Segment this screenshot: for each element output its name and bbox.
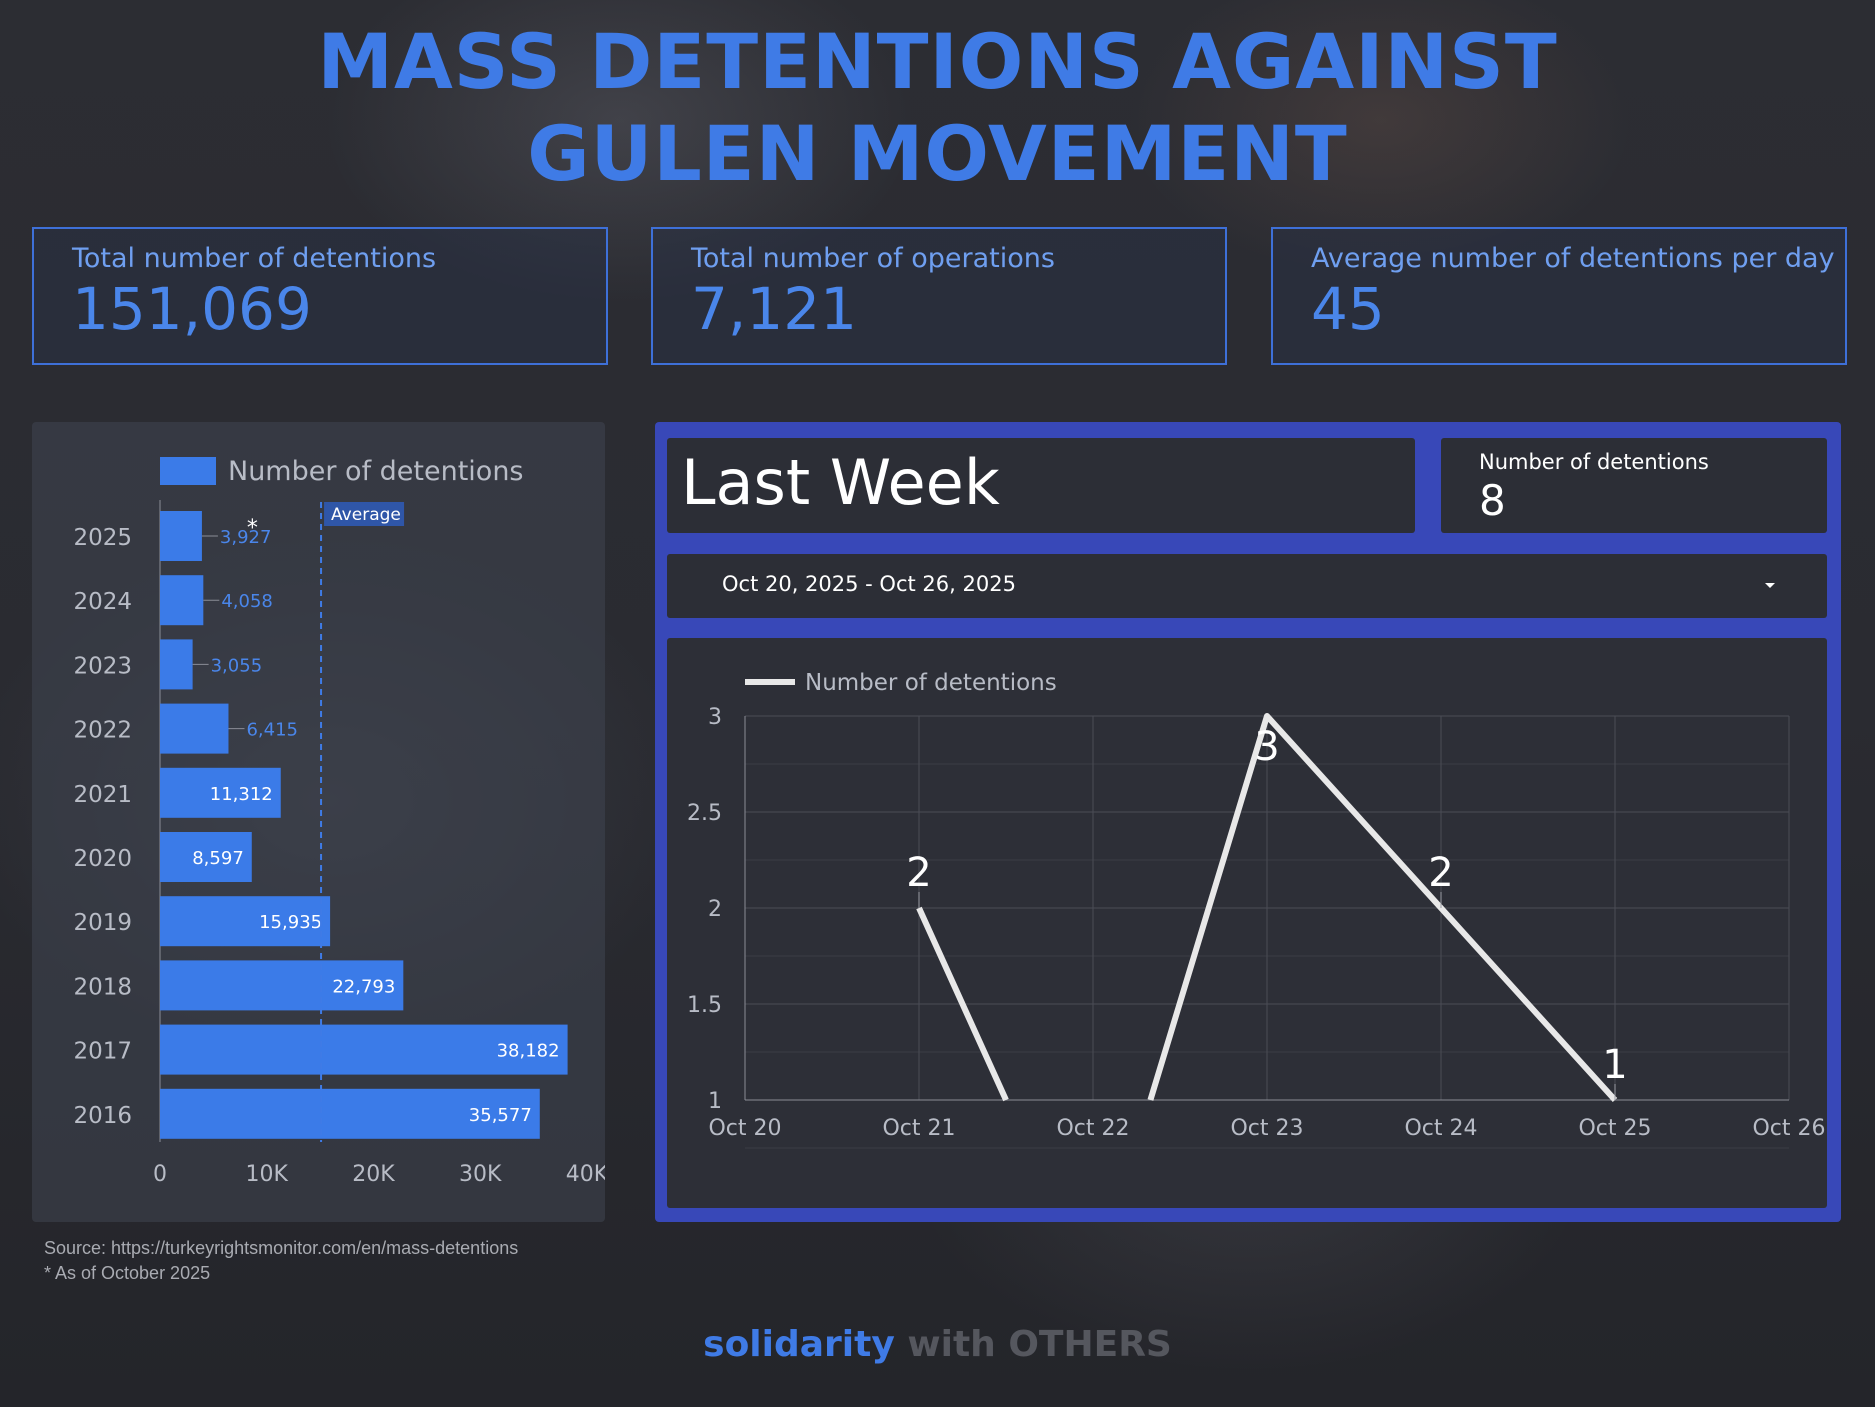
x-tick-label: Oct 20 xyxy=(708,1116,781,1141)
bar-value-label: 3,055 xyxy=(211,655,263,676)
x-tick-label: Oct 21 xyxy=(882,1116,955,1141)
x-tick-label: Oct 23 xyxy=(1230,1116,1303,1141)
yearly-detentions-chart-panel: Number of detentions 2025 3,927 * 2024 4,058 2… xyxy=(32,422,605,1222)
bar-2018 xyxy=(160,960,404,1011)
weekly-detentions-value: 8 xyxy=(1479,476,1506,525)
year-tick-label: 2021 xyxy=(73,782,132,808)
kpi-card-average-per-day: Average number of detentions per day 45 xyxy=(1271,227,1847,365)
y-tick-label: 1.5 xyxy=(687,993,722,1018)
year-tick-label: 2016 xyxy=(73,1103,132,1129)
x-tick-label: Oct 26 xyxy=(1752,1116,1825,1141)
yearly-detentions-bar-chart: Number of detentions 2025 3,927* 2024 4,058 2… xyxy=(73,456,605,1187)
last-week-panel: Last Week Number of detentions 8 Oct 20,… xyxy=(655,422,1841,1222)
average-label: Average xyxy=(331,505,401,525)
bar-2024 xyxy=(160,575,204,626)
x-tick-label: 30K xyxy=(459,1162,502,1187)
year-tick-label: 2018 xyxy=(73,974,132,1000)
bar-value-label: 8,597 xyxy=(192,848,244,869)
year-tick-label: 2024 xyxy=(73,589,132,615)
footer-brand-with-others: with OTHERS xyxy=(907,1324,1172,1365)
kpi-label: Average number of detentions per day xyxy=(1311,243,1835,274)
bar-value-label: 22,793 xyxy=(332,976,395,997)
bar-2021 xyxy=(160,767,281,818)
x-tick-label: 10K xyxy=(246,1162,289,1187)
year-tick-label: 2020 xyxy=(73,846,132,872)
kpi-card-total-operations: Total number of operations 7,121 xyxy=(651,227,1227,365)
bar-2022 xyxy=(160,703,229,754)
asterisk-mark: * xyxy=(247,516,258,541)
legend-label: Number of detentions xyxy=(228,456,524,487)
data-label: 2 xyxy=(1428,850,1453,896)
year-tick-label: 2022 xyxy=(73,718,132,744)
kpi-label: Total number of operations xyxy=(691,243,1055,274)
y-tick-label: 2 xyxy=(708,897,722,922)
year-tick-label: 2019 xyxy=(73,910,132,936)
y-tick-label: 1 xyxy=(708,1089,722,1114)
weekly-detentions-label: Number of detentions xyxy=(1479,450,1709,474)
bar-value-label: 3,927 xyxy=(220,527,272,548)
y-tick-label: 3 xyxy=(708,705,722,730)
kpi-value: 7,121 xyxy=(691,275,858,343)
last-week-header: Last Week xyxy=(667,438,1415,533)
page-title-line-2: GULEN MOVEMENT xyxy=(527,109,1348,198)
bar-2025 xyxy=(160,511,202,561)
kpi-value: 151,069 xyxy=(72,275,312,343)
x-tick-label: Oct 22 xyxy=(1056,1116,1129,1141)
legend-swatch xyxy=(160,457,216,485)
series-line-segment-2 xyxy=(1147,713,1618,1103)
bar-value-label: 35,577 xyxy=(469,1105,532,1126)
kpi-value: 45 xyxy=(1311,275,1385,343)
bar-2020 xyxy=(160,832,252,882)
kpi-label: Total number of detentions xyxy=(72,243,437,274)
page-title: MASS DETENTIONS AGAINST GULEN MOVEMENT xyxy=(0,16,1875,200)
x-tick-label: 20K xyxy=(352,1162,395,1187)
weekly-detentions-line-chart: Number of detentions 1 1.5 2 2.5 3 Oct 20 Oct 2… xyxy=(687,670,1826,1149)
bar-2017 xyxy=(160,1024,568,1075)
data-label: 3 xyxy=(1254,724,1279,770)
series-line-segment-1 xyxy=(916,906,1009,1102)
x-tick-label: 40K xyxy=(566,1162,605,1187)
bar-2016 xyxy=(160,1088,540,1139)
source-note: Source: https://turkeyrightsmonitor.com/… xyxy=(44,1238,519,1258)
average-label-box xyxy=(324,502,405,526)
page-title-line-1: MASS DETENTIONS AGAINST xyxy=(317,17,1558,106)
as-of-note: * As of October 2025 xyxy=(44,1263,211,1283)
date-range-dropdown[interactable]: Oct 20, 2025 - Oct 26, 2025 xyxy=(667,554,1827,618)
footer-brand-solidarity: solidarity xyxy=(703,1324,895,1365)
date-range-value: Oct 20, 2025 - Oct 26, 2025 xyxy=(722,572,1016,596)
x-tick-label: Oct 24 xyxy=(1404,1116,1477,1141)
weekly-line-chart-panel: Number of detentions 1 1.5 2 2.5 3 Oct 20 Oct 2… xyxy=(667,638,1827,1208)
bar-value-label: 11,312 xyxy=(210,784,273,805)
data-label: 1 xyxy=(1602,1042,1627,1088)
year-tick-label: 2023 xyxy=(73,653,132,679)
bar-value-label: 15,935 xyxy=(259,912,322,933)
year-tick-label: 2017 xyxy=(73,1039,132,1065)
data-label: 2 xyxy=(906,850,931,896)
x-tick-label: Oct 25 xyxy=(1578,1116,1651,1141)
y-tick-label: 2.5 xyxy=(687,801,722,826)
bar-value-label: 6,415 xyxy=(246,720,298,741)
bar-value-label: 38,182 xyxy=(497,1041,560,1062)
legend-label: Number of detentions xyxy=(805,670,1057,696)
x-tick-label: 0 xyxy=(153,1162,167,1187)
bar-2023 xyxy=(160,639,193,690)
caret-down-icon[interactable] xyxy=(1765,583,1775,588)
footer-brand: solidarity with OTHERS xyxy=(0,1324,1875,1365)
kpi-card-total-detentions: Total number of detentions 151,069 xyxy=(32,227,608,365)
bar-value-label: 4,058 xyxy=(221,591,273,612)
year-tick-label: 2025 xyxy=(73,525,132,551)
weekly-detentions-scorecard: Number of detentions 8 xyxy=(1441,438,1827,533)
bar-2019 xyxy=(160,896,331,947)
last-week-title: Last Week xyxy=(681,446,1000,519)
